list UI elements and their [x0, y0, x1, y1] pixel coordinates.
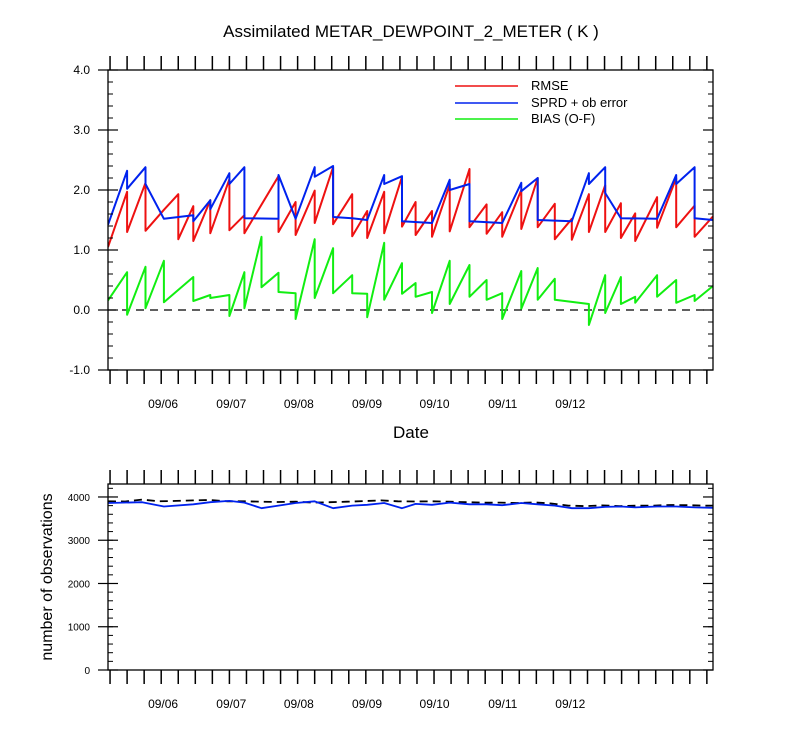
x-tick-label: 09/11: [488, 697, 517, 711]
x-tick-label: 09/09: [352, 697, 382, 711]
x-tick-label: 09/10: [420, 397, 450, 411]
y-tick-label: 1000: [68, 623, 91, 634]
series-line-sprd-ob-error: [108, 165, 713, 226]
bottom-x-tick-labels: 09/06 09/07 09/08 09/09 09/10 09/11 09/12: [148, 697, 586, 711]
y-tick-label: 3.0: [73, 123, 90, 137]
x-tick-label: 09/08: [284, 697, 314, 711]
x-tick-label: 09/12: [555, 697, 585, 711]
x-axis-title: Date: [393, 423, 429, 442]
y-tick-label: 1.0: [73, 243, 90, 257]
y-tick-label: 2.0: [73, 183, 90, 197]
y-tick-label: -1.0: [69, 363, 90, 377]
top-y-tick-labels: -1.0 0.0 1.0 2.0 3.0 4.0: [69, 63, 90, 377]
x-tick-label: 09/11: [488, 397, 517, 411]
top-plot-frame: [107, 69, 714, 371]
legend-label-bias: BIAS (O-F): [531, 111, 595, 126]
x-tick-label: 09/06: [148, 697, 178, 711]
x-tick-label: 09/09: [352, 397, 382, 411]
series-line-rmse: [108, 166, 713, 248]
y-tick-label: 3000: [68, 536, 91, 547]
legend: RMSE SPRD + ob error BIAS (O-F): [455, 78, 628, 126]
y-tick-label: 0.0: [73, 303, 90, 317]
y-tick-label: 4000: [68, 493, 91, 504]
top-axis-ticks: [98, 56, 713, 384]
bottom-axis-ticks: [98, 470, 713, 684]
y-axis-title-observations: number of observations: [39, 493, 56, 660]
bottom-y-tick-labels: 0 1000 2000 3000 4000: [68, 493, 91, 677]
x-tick-label: 09/07: [216, 397, 246, 411]
top-series-group: [108, 165, 713, 326]
bottom-series-group: [108, 498, 713, 510]
legend-label-sprd: SPRD + ob error: [531, 95, 628, 110]
x-tick-label: 09/08: [284, 397, 314, 411]
bottom-plot-frame: [107, 483, 714, 671]
x-tick-label: 09/12: [555, 397, 585, 411]
x-tick-label: 09/07: [216, 697, 246, 711]
y-tick-label: 0: [84, 666, 90, 677]
x-tick-label: 09/10: [420, 697, 450, 711]
y-tick-label: 4.0: [73, 63, 90, 77]
y-tick-label: 2000: [68, 579, 91, 590]
series-line-bias-o-f-: [108, 235, 713, 326]
chart-title: Assimilated METAR_DEWPOINT_2_METER ( K ): [223, 22, 599, 41]
x-tick-label: 09/06: [148, 397, 178, 411]
top-x-tick-labels: 09/06 09/07 09/08 09/09 09/10 09/11 09/12: [148, 397, 586, 411]
series-line-assimilated: [108, 500, 713, 510]
legend-label-rmse: RMSE: [531, 78, 569, 93]
